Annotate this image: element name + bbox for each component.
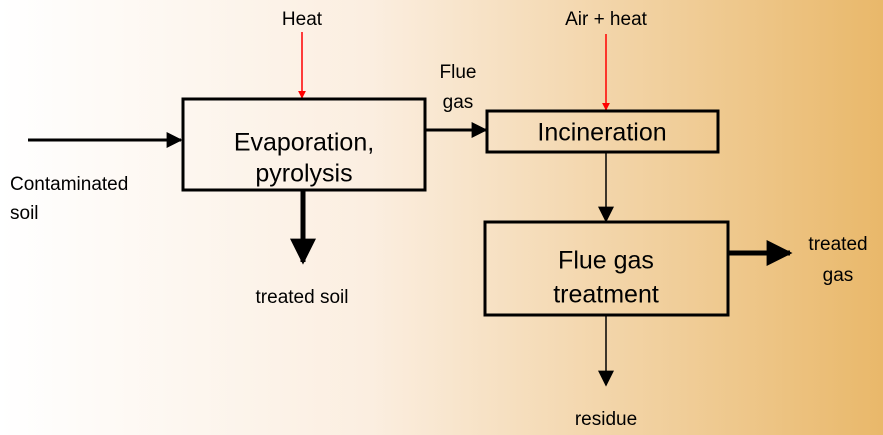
node-label: Incineration [537, 119, 666, 147]
label: residue [575, 409, 637, 430]
label: gas [823, 265, 854, 286]
box-evaporation [181, 97, 427, 192]
label: Contaminated [10, 174, 128, 195]
label: Flue [440, 62, 477, 83]
node-label: pyrolysis [255, 160, 352, 188]
node-label: treatment [553, 281, 659, 309]
label: treated soil [256, 287, 349, 308]
label: gas [443, 92, 474, 113]
label: Heat [282, 9, 323, 30]
node-label: Flue gas [558, 247, 654, 275]
label: Air + heat [565, 9, 648, 30]
box-incineration [485, 109, 720, 154]
node-label: Evaporation, [234, 129, 374, 157]
label: soil [10, 203, 39, 224]
label: treated [808, 234, 867, 255]
box-flue-gas-treatment [483, 220, 730, 317]
